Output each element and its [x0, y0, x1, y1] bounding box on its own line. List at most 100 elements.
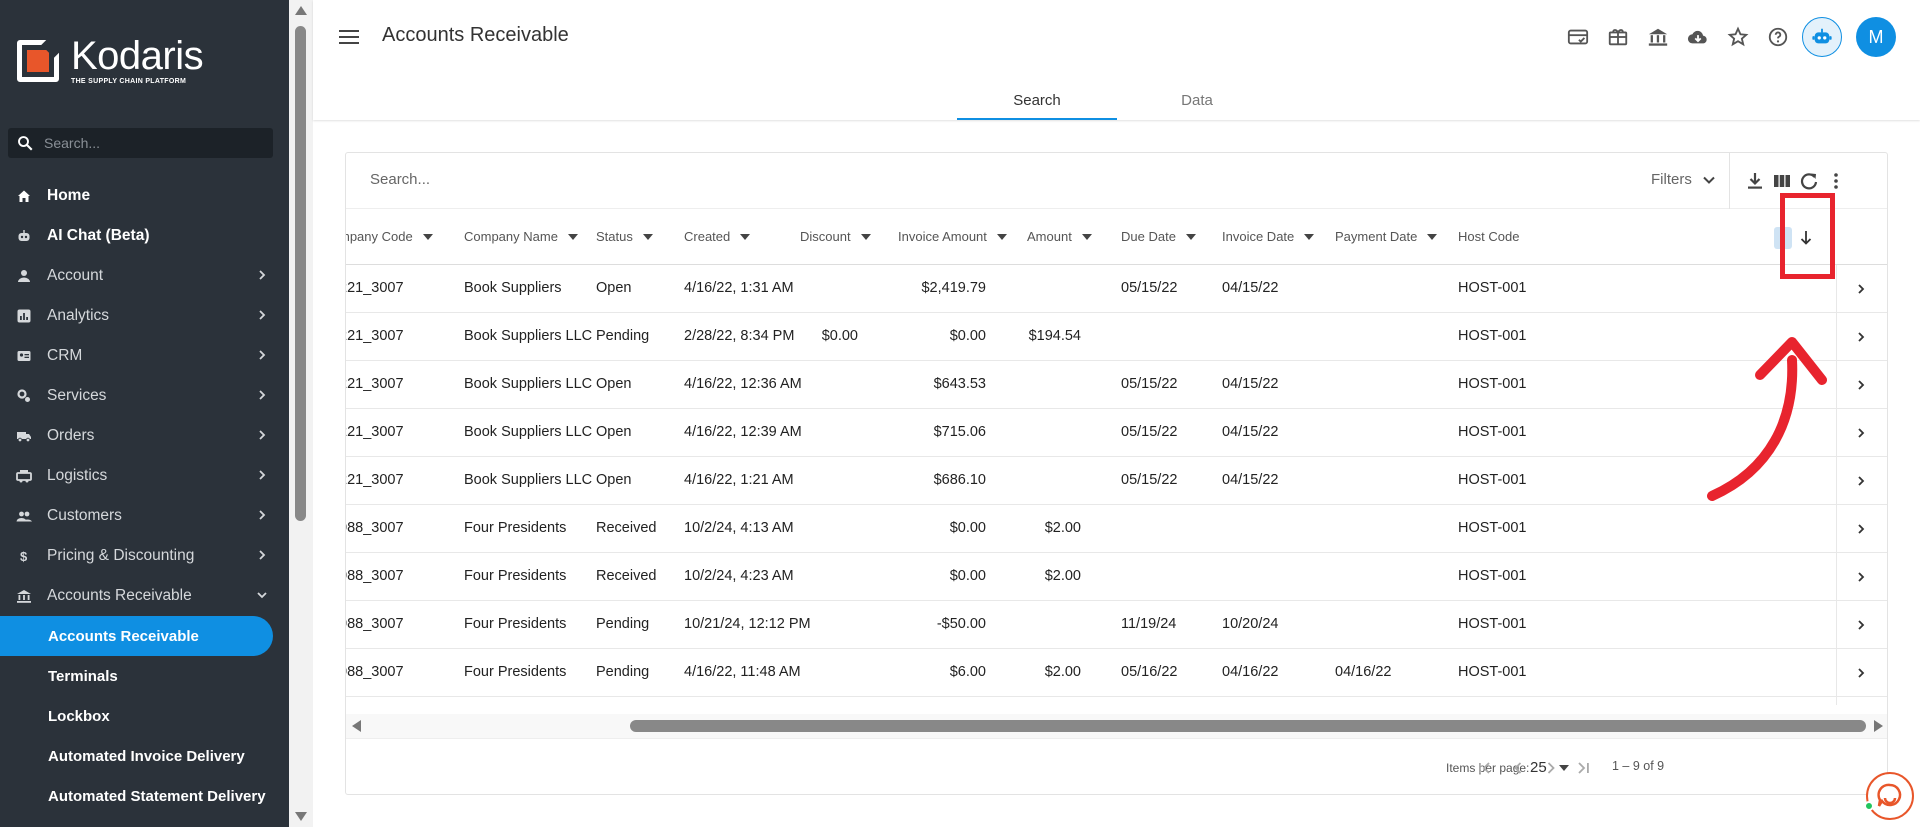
caret-down-icon[interactable]: [860, 233, 871, 240]
sidebar-item-crm[interactable]: CRM: [0, 336, 289, 376]
sidebar-search-input[interactable]: [44, 135, 244, 151]
caret-down-icon[interactable]: [1185, 233, 1196, 240]
sidebar-item-logistics[interactable]: Logistics: [0, 456, 289, 496]
row-detail-chevron-icon[interactable]: [1854, 474, 1868, 488]
column-header-label: Due Date: [1121, 229, 1176, 244]
sidebar-item-orders[interactable]: Orders: [0, 416, 289, 456]
gift-card-icon[interactable]: [1598, 17, 1638, 57]
sidebar-subitem-lockbox[interactable]: Lockbox: [48, 707, 110, 725]
cloud-download-icon[interactable]: [1678, 17, 1718, 57]
column-header-company-name[interactable]: Company Name: [464, 229, 578, 244]
table-row[interactable]: 221_3007 Book Suppliers LLC Open 4/16/22, 1…: [346, 409, 1887, 457]
row-detail-chevron-icon[interactable]: [1854, 618, 1868, 632]
sidebar-item-customers[interactable]: Customers: [0, 496, 289, 536]
caret-down-icon[interactable]: [1081, 233, 1092, 240]
column-header-invoice-date[interactable]: Invoice Date: [1222, 229, 1315, 244]
caret-down-icon[interactable]: [1427, 233, 1438, 240]
row-detail-chevron-icon[interactable]: [1854, 570, 1868, 584]
columns-icon[interactable]: [1768, 169, 1795, 193]
column-header-host-code[interactable]: Host Code: [1458, 229, 1519, 244]
table-row[interactable]: 088_3007 Four Presidents Pending 10/21/24, …: [346, 601, 1887, 649]
column-header-status[interactable]: Status: [596, 229, 653, 244]
menu-icon[interactable]: [339, 27, 361, 47]
column-header-payment-date[interactable]: Payment Date: [1335, 229, 1438, 244]
sidebar-subitem-accounts-receivable[interactable]: Accounts Receivable: [0, 616, 273, 656]
scrollbar-thumb[interactable]: [295, 26, 306, 521]
table-row[interactable]: 088_3007 Four Presidents Received 10/2/24, …: [346, 505, 1887, 553]
sidebar-item-services[interactable]: Services: [0, 376, 289, 416]
filters-button[interactable]: Filters: [1651, 171, 1716, 188]
row-detail-chevron-icon[interactable]: [1854, 330, 1868, 344]
caret-down-icon[interactable]: [642, 233, 653, 240]
paginator: Items per page: 25 1 – 9 of 9: [346, 738, 1887, 794]
row-detail-chevron-icon[interactable]: [1854, 282, 1868, 296]
table-row[interactable]: 088_3007 Four Presidents Received 10/2/24, …: [346, 553, 1887, 601]
sidebar-scrollbar[interactable]: [289, 0, 313, 827]
horizontal-scrollbar-thumb[interactable]: [630, 720, 1866, 732]
sidebar-item-pricing-discounting[interactable]: $ Pricing & Discounting: [0, 536, 289, 576]
help-icon[interactable]: [1758, 17, 1798, 57]
sidebar-item-home[interactable]: Home: [0, 176, 289, 216]
user-avatar[interactable]: M: [1856, 17, 1896, 57]
sidebar-item-label: Customers: [47, 507, 122, 524]
last-page-icon[interactable]: [1572, 757, 1594, 779]
prev-page-icon[interactable]: [1507, 757, 1529, 779]
caret-down-icon[interactable]: [740, 233, 751, 240]
table-search-input[interactable]: [370, 171, 970, 188]
scroll-left-icon[interactable]: [352, 720, 361, 732]
search-icon: [18, 136, 33, 151]
items-per-page-select[interactable]: 25: [1530, 759, 1569, 776]
caret-down-icon[interactable]: [567, 233, 578, 240]
scroll-down-icon[interactable]: [295, 812, 307, 821]
bank-icon[interactable]: [1638, 17, 1678, 57]
next-page-icon[interactable]: [1540, 757, 1562, 779]
bank-icon: [16, 588, 32, 604]
caret-down-icon[interactable]: [1304, 233, 1315, 240]
caret-down-icon[interactable]: [996, 233, 1007, 240]
more-vert-icon[interactable]: [1822, 169, 1849, 193]
sidebar-item-account[interactable]: Account: [0, 256, 289, 296]
row-detail-chevron-icon[interactable]: [1854, 666, 1868, 680]
table-row[interactable]: 221_3007 Book Suppliers LLC Open 4/16/22, 1…: [346, 361, 1887, 409]
row-detail-chevron-icon[interactable]: [1854, 378, 1868, 392]
row-detail-chevron-icon[interactable]: [1854, 426, 1868, 440]
kodaris-logo[interactable]: Kodaris THE SUPPLY CHAIN PLATFORM: [17, 31, 204, 85]
support-chat-button[interactable]: [1866, 772, 1914, 820]
sidebar-subitem-automated-invoice-delivery[interactable]: Automated Invoice Delivery: [48, 747, 245, 765]
tab-data[interactable]: Data: [1181, 91, 1213, 109]
tab-search[interactable]: Search: [957, 80, 1117, 120]
table-row[interactable]: 221_3007 Book Suppliers LLC Pending 2/28/22…: [346, 313, 1887, 361]
caret-down-icon[interactable]: [422, 233, 433, 240]
horizontal-scrollbar[interactable]: [346, 714, 1887, 738]
row-detail-chevron-icon[interactable]: [1854, 522, 1868, 536]
cell-discount: $0.00: [821, 328, 858, 344]
cell-company-name: Four Presidents: [464, 664, 567, 680]
column-header-invoice-amount[interactable]: Invoice Amount: [898, 229, 1007, 244]
sidebar-item-analytics[interactable]: Analytics: [0, 296, 289, 336]
table-row[interactable]: 221_3007 Book Suppliers Open 4/16/22, 1:31 …: [346, 265, 1887, 313]
sidebar-item-ai-chat-beta[interactable]: AI Chat (Beta): [0, 216, 289, 256]
column-header-due-date[interactable]: Due Date: [1121, 229, 1196, 244]
scroll-up-icon[interactable]: [295, 6, 307, 15]
scroll-right-icon[interactable]: [1874, 720, 1883, 732]
sort-arrow-down-icon[interactable]: [1799, 230, 1813, 246]
accounts-receivable-table-card: Filters mpany Code Company Name Status Crea…: [345, 152, 1888, 795]
cell-invoice-amount: -$50.00: [936, 616, 986, 632]
table-row[interactable]: 088_3007 Four Presidents Pending 4/16/22, 1…: [346, 649, 1887, 697]
download-icon[interactable]: [1741, 169, 1768, 193]
cell-status: Received: [596, 520, 657, 536]
first-page-icon[interactable]: [1474, 757, 1496, 779]
sidebar-subitem-terminals[interactable]: Terminals: [48, 667, 118, 685]
sidebar-subitem-automated-statement-delivery[interactable]: Automated Statement Delivery: [48, 787, 266, 805]
refresh-icon[interactable]: [1795, 169, 1822, 193]
ai-assistant-button[interactable]: [1802, 17, 1842, 57]
column-header-created[interactable]: Created: [684, 229, 751, 244]
sidebar-item-accounts-receivable[interactable]: Accounts Receivable: [0, 576, 289, 616]
credit-card-icon[interactable]: [1558, 17, 1598, 57]
column-header-company-code[interactable]: mpany Code: [346, 229, 433, 244]
column-header-amount[interactable]: Amount: [1027, 229, 1092, 244]
cell-invoice-date: 04/15/22: [1222, 424, 1279, 440]
table-row[interactable]: 221_3007 Book Suppliers LLC Open 4/16/22, 1…: [346, 457, 1887, 505]
star-icon[interactable]: [1718, 17, 1758, 57]
column-header-discount[interactable]: Discount: [800, 229, 871, 244]
